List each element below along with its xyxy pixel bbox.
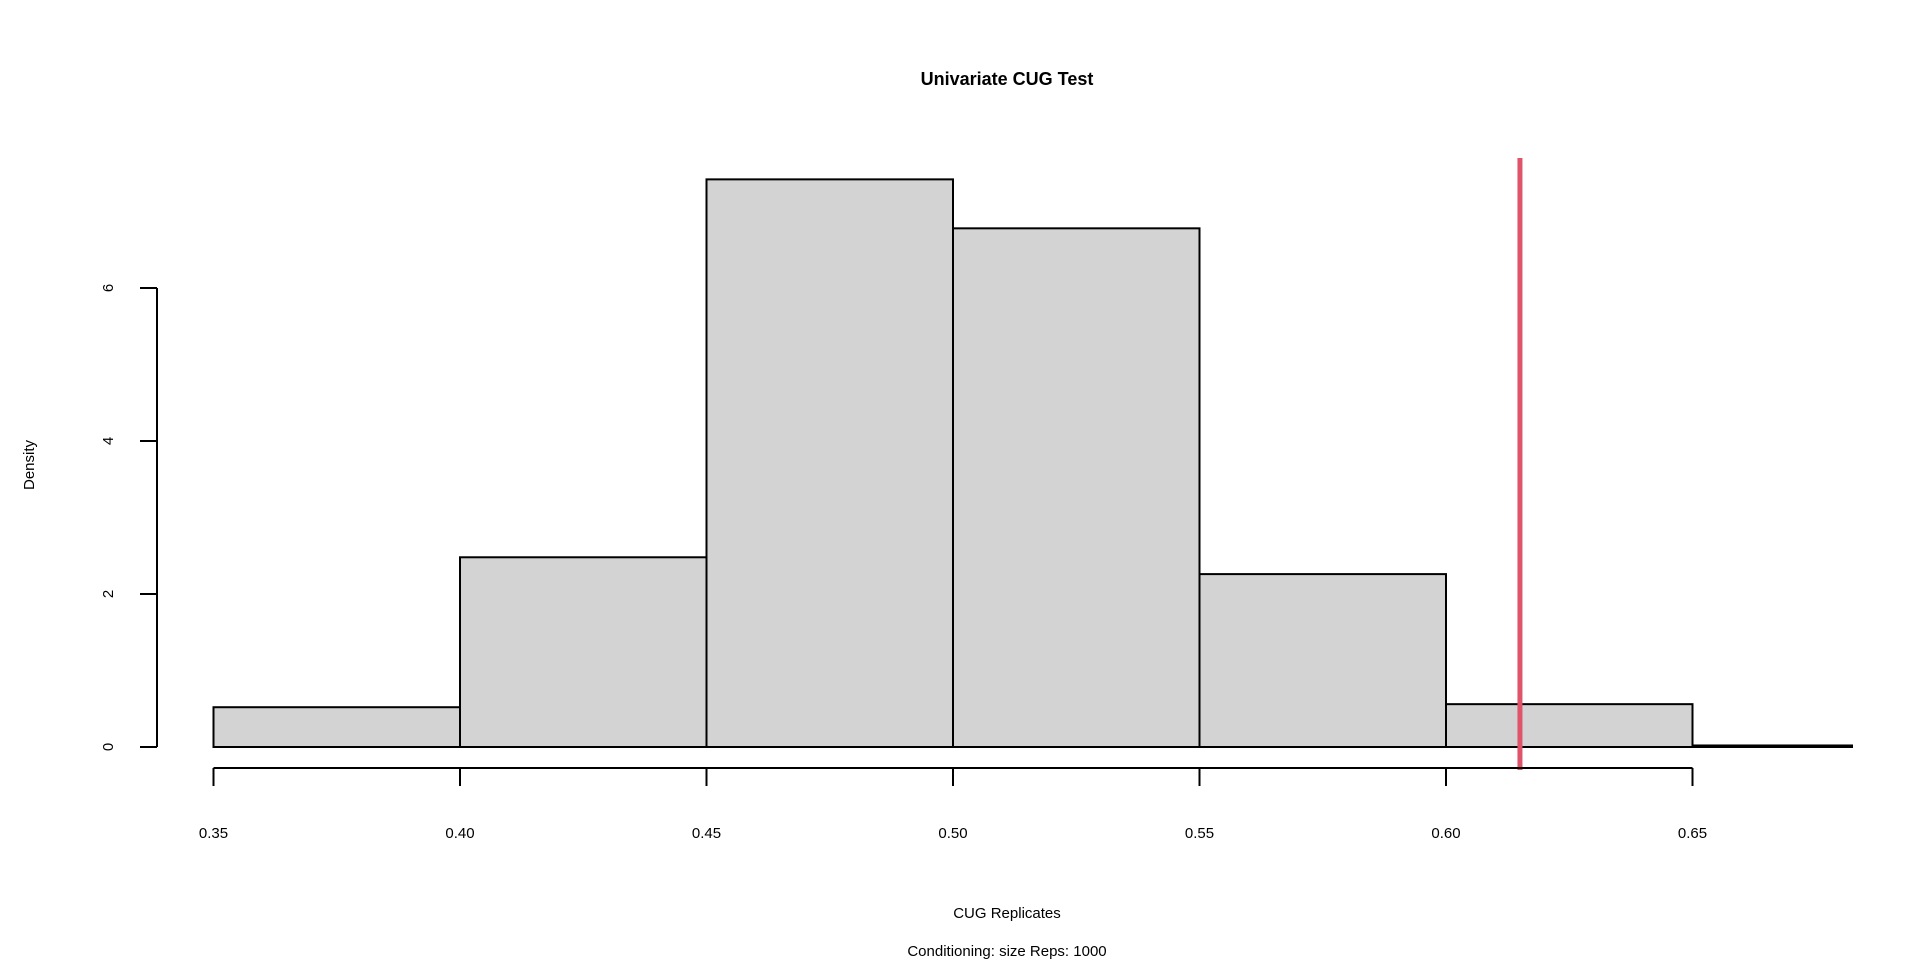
- x-tick-label: 0.50: [938, 825, 967, 842]
- x-tick-label: 0.35: [199, 825, 228, 842]
- y-tick-label: 2: [100, 590, 117, 598]
- histogram-bar: [459, 556, 708, 749]
- x-axis: 0.35 0.40 0.45 0.50 0.55 0.60 0.65: [199, 767, 1707, 842]
- x-axis-label: CUG Replicates: [953, 905, 1061, 922]
- y-axis-label: Density: [21, 439, 38, 490]
- histogram-bar: [1445, 703, 1694, 748]
- x-tick-label: 0.60: [1431, 825, 1460, 842]
- x-tick-label: 0.45: [692, 825, 721, 842]
- histogram-bar: [212, 706, 461, 748]
- x-tick-label: 0.55: [1185, 825, 1214, 842]
- histogram-bar: [952, 227, 1201, 748]
- histogram-bar: [1198, 573, 1447, 748]
- histogram-bars: [212, 178, 1853, 749]
- y-axis: 0 2 4 6: [100, 284, 158, 751]
- x-tick-label: 0.65: [1678, 825, 1707, 842]
- histogram-bar: [1691, 744, 1853, 748]
- histogram-bar: [705, 178, 954, 748]
- chart-subtitle: Conditioning: size Reps: 1000: [907, 943, 1106, 960]
- y-tick-label: 6: [100, 284, 117, 292]
- y-tick-label: 4: [100, 437, 117, 445]
- x-tick-label: 0.40: [445, 825, 474, 842]
- y-tick-label: 0: [100, 743, 117, 751]
- chart-title: Univariate CUG Test: [921, 69, 1094, 89]
